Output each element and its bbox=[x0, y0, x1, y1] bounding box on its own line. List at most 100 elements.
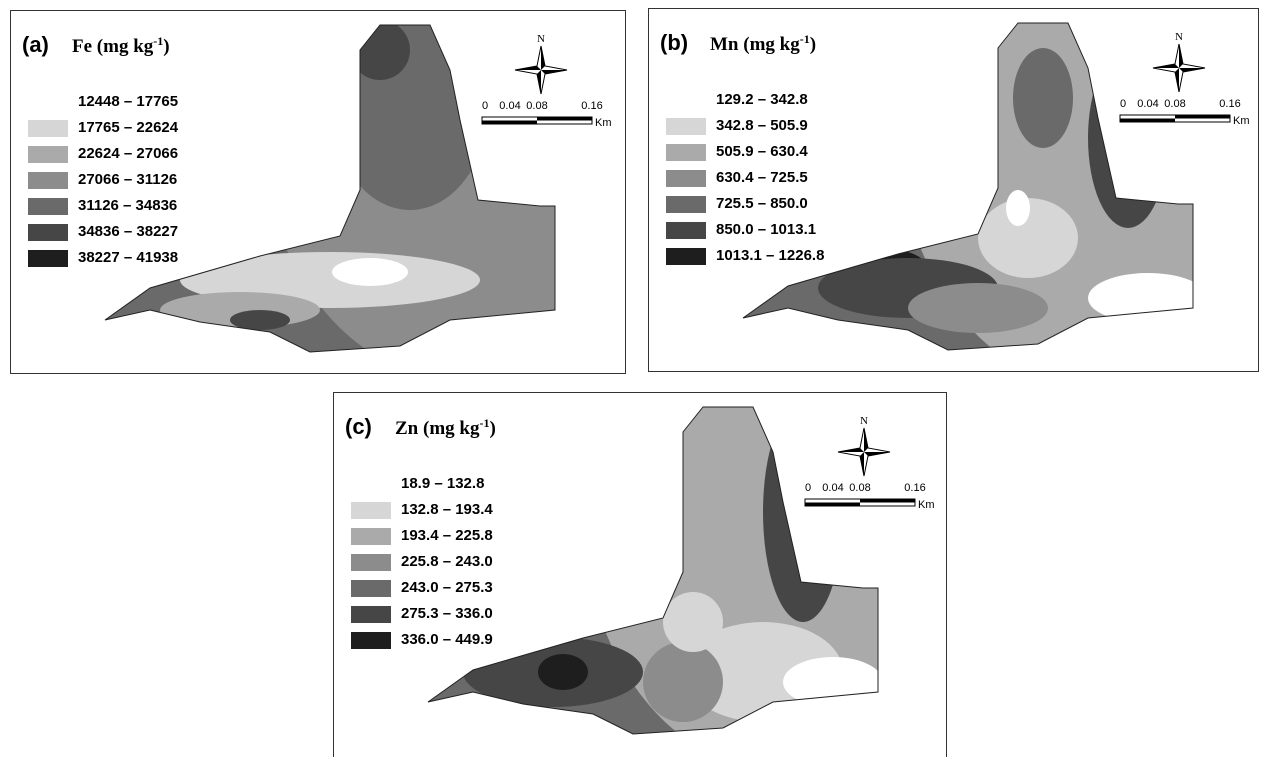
title-part: -1 bbox=[479, 416, 489, 430]
figure: (a)Fe (mg kg-1)12448 – 1776517765 – 2262… bbox=[0, 0, 1261, 757]
legend-label: 630.4 – 725.5 bbox=[716, 169, 808, 186]
scale-label: 0 bbox=[1120, 98, 1126, 110]
legend-label: 12448 – 17765 bbox=[78, 93, 178, 110]
legend-swatch bbox=[351, 502, 391, 519]
scale-unit: Km bbox=[1233, 115, 1250, 127]
scale-label: 0.08 bbox=[1164, 98, 1185, 110]
map-zone bbox=[763, 402, 843, 622]
panel-label: (c) bbox=[345, 414, 372, 439]
legend-label: 275.3 – 336.0 bbox=[401, 605, 493, 622]
scale-bar-fill bbox=[1120, 119, 1175, 123]
legend-swatch bbox=[28, 120, 68, 137]
legend-swatch bbox=[351, 606, 391, 623]
panel-title: Mn (mg kg-1) bbox=[710, 32, 816, 55]
legend-swatch bbox=[351, 554, 391, 571]
scale-bar-fill bbox=[805, 503, 860, 507]
panel-label: (b) bbox=[660, 30, 688, 55]
legend-label: 505.9 – 630.4 bbox=[716, 143, 808, 160]
panel-title: Fe (mg kg-1) bbox=[72, 34, 170, 57]
map-zone bbox=[1013, 48, 1073, 148]
legend-label: 336.0 – 449.9 bbox=[401, 631, 493, 648]
map-zone bbox=[908, 283, 1048, 333]
map-zone bbox=[1088, 48, 1168, 228]
legend-swatch bbox=[666, 222, 706, 239]
scale-bar-fill bbox=[537, 117, 592, 121]
map bbox=[743, 0, 1261, 388]
map-zone bbox=[538, 654, 588, 690]
map-zone bbox=[1088, 273, 1208, 323]
scale-label: 0.16 bbox=[581, 100, 602, 112]
title-part: ) bbox=[810, 34, 816, 55]
legend-label: 129.2 – 342.8 bbox=[716, 91, 808, 108]
scale-label: 0.08 bbox=[526, 100, 547, 112]
title-part: ) bbox=[163, 36, 169, 57]
legend-swatch bbox=[666, 170, 706, 187]
legend-label: 34836 – 38227 bbox=[78, 223, 178, 240]
scale-bar-fill bbox=[1175, 115, 1230, 119]
legend-label: 132.8 – 193.4 bbox=[401, 501, 493, 518]
scale-label: 0 bbox=[482, 100, 488, 112]
legend-swatch bbox=[666, 144, 706, 161]
map-zone bbox=[1006, 190, 1030, 226]
legend-label: 38227 – 41938 bbox=[78, 249, 178, 266]
legend-swatch bbox=[666, 118, 706, 135]
legend-label: 22624 – 27066 bbox=[78, 145, 178, 162]
page: {"legend_colors": ["#ffffff", "#d6d6d6",… bbox=[0, 0, 1261, 757]
legend-label: 342.8 – 505.9 bbox=[716, 117, 808, 134]
legend-swatch bbox=[351, 528, 391, 545]
scale-label: 0.08 bbox=[849, 482, 870, 494]
scale-label: 0.04 bbox=[822, 482, 843, 494]
map bbox=[90, 0, 660, 380]
legend-label: 18.9 – 132.8 bbox=[401, 475, 484, 492]
legend-swatch bbox=[351, 632, 391, 649]
title-part: ) bbox=[489, 418, 495, 439]
legend-label: 31126 – 34836 bbox=[78, 197, 177, 214]
legend-label: 193.4 – 225.8 bbox=[401, 527, 493, 544]
scale-unit: Km bbox=[595, 117, 612, 129]
map-zone bbox=[230, 310, 290, 330]
scale-label: 0.16 bbox=[904, 482, 925, 494]
legend-label: 850.0 – 1013.1 bbox=[716, 221, 816, 238]
title-part: -1 bbox=[153, 34, 163, 48]
legend-swatch bbox=[666, 248, 706, 265]
scale-label: 0.16 bbox=[1219, 98, 1240, 110]
legend-label: 243.0 – 275.3 bbox=[401, 579, 493, 596]
legend-label: 725.5 – 850.0 bbox=[716, 195, 808, 212]
north-label: N bbox=[1175, 31, 1183, 43]
north-label: N bbox=[537, 33, 545, 45]
map-zone bbox=[643, 642, 723, 722]
legend-swatch bbox=[28, 224, 68, 241]
legend-label: 27066 – 31126 bbox=[78, 171, 177, 188]
panel: (a) Fe (mg kg-1) 12448 – 17765 17765 – 2262… bbox=[11, 0, 661, 380]
map-zones bbox=[90, 0, 660, 380]
scale-bar-fill bbox=[860, 499, 915, 503]
legend-label: 17765 – 22624 bbox=[78, 119, 179, 136]
title-part: Mn (mg kg bbox=[710, 34, 800, 55]
panel-label: (a) bbox=[22, 32, 49, 57]
title-part: -1 bbox=[800, 32, 810, 46]
legend-swatch bbox=[28, 146, 68, 163]
legend-swatch bbox=[28, 172, 68, 189]
title-part: Fe (mg kg bbox=[72, 36, 154, 57]
legend-label: 225.8 – 243.0 bbox=[401, 553, 493, 570]
legend-label: 1013.1 – 1226.8 bbox=[716, 247, 824, 264]
legend-swatch bbox=[28, 250, 68, 267]
title-part: Zn (mg kg bbox=[395, 418, 480, 439]
map-zone bbox=[332, 258, 408, 286]
scale-unit: Km bbox=[918, 499, 935, 511]
legend-swatch bbox=[28, 198, 68, 215]
legend-swatch bbox=[666, 196, 706, 213]
map-zone bbox=[330, 0, 490, 210]
panel: (b) Mn (mg kg-1) 129.2 – 342.8 342.8 – 505.… bbox=[649, 0, 1261, 388]
north-label: N bbox=[860, 415, 868, 427]
map-zone bbox=[663, 592, 723, 652]
scale-label: 0.04 bbox=[499, 100, 520, 112]
map-zone bbox=[90, 300, 150, 330]
map-zone bbox=[350, 20, 410, 80]
scale-label: 0.04 bbox=[1137, 98, 1158, 110]
map-zones bbox=[818, 0, 1261, 388]
legend-swatch bbox=[351, 580, 391, 597]
scale-label: 0 bbox=[805, 482, 811, 494]
panel-title: Zn (mg kg-1) bbox=[395, 416, 496, 439]
scale-bar-fill bbox=[482, 121, 537, 125]
